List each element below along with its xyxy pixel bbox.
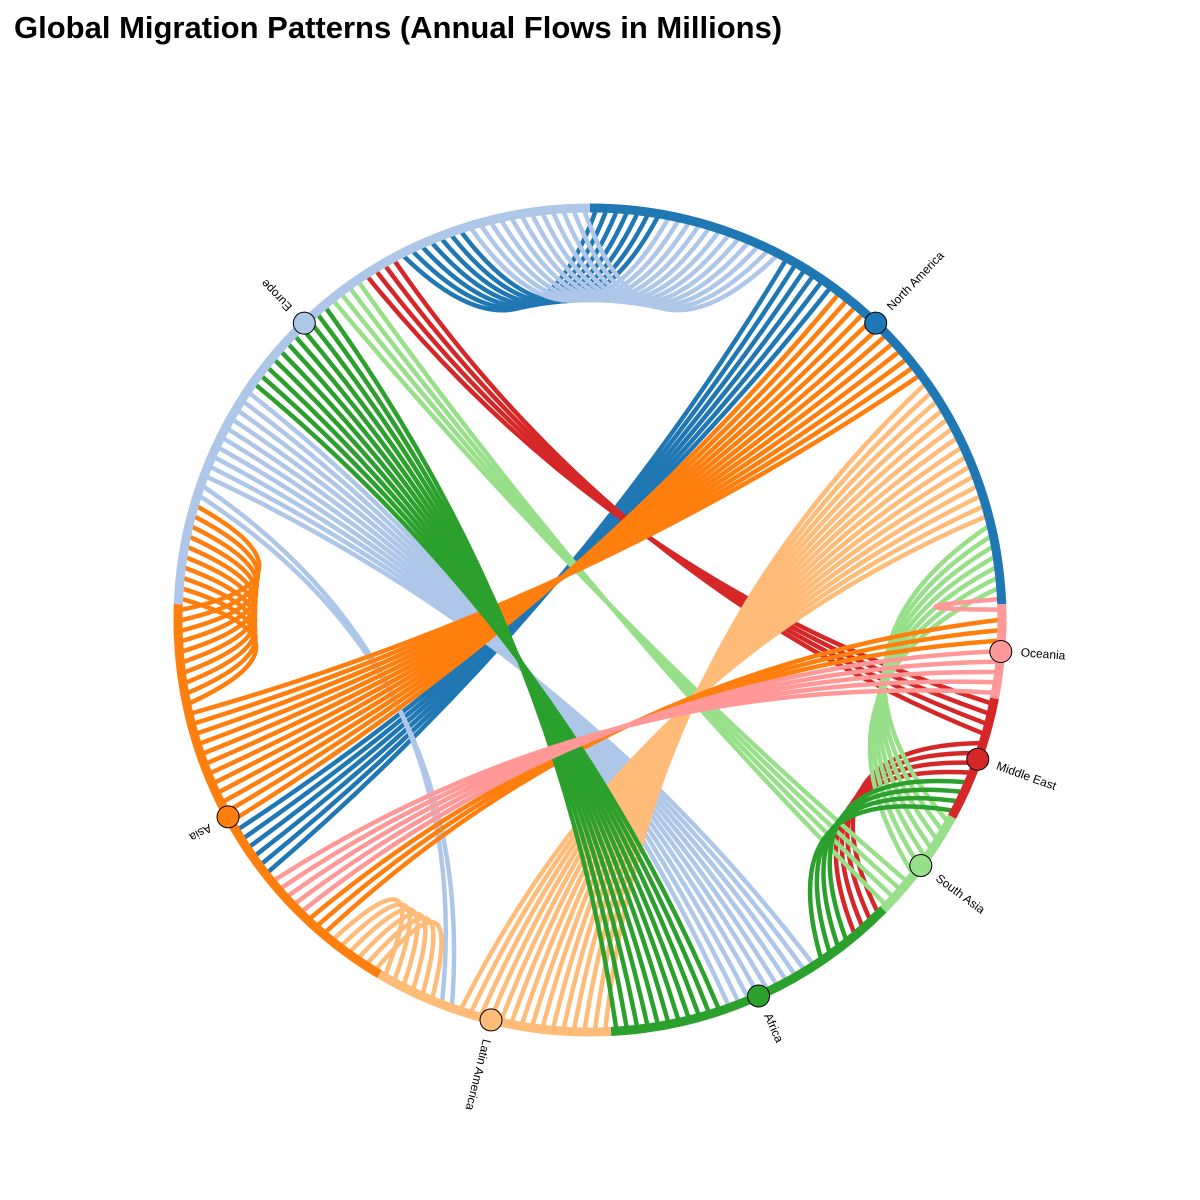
region-label: North America — [884, 248, 947, 313]
flow-strand-latin-america-to-asia — [341, 902, 412, 980]
chart-title: Global Migration Patterns (Annual Flows … — [14, 10, 783, 45]
region-label: Asia — [187, 821, 214, 845]
region-label: Oceania — [1020, 645, 1066, 662]
region-node-south-asia[interactable] — [909, 854, 933, 878]
flow-strand-asia-to-europe — [181, 504, 262, 612]
flow-strand-africa-to-europe — [324, 307, 619, 1028]
flow-strand-asia-to-north-america — [192, 374, 919, 716]
region-node-africa[interactable] — [747, 984, 771, 1008]
region-node-middle-east[interactable] — [966, 747, 990, 771]
region-label: Europe — [258, 276, 295, 314]
flow-strand-africa-to-middle-east — [807, 804, 952, 958]
region-label: South Asia — [933, 871, 988, 917]
flow-strand-latin-america-to-asia — [349, 907, 420, 985]
region-label: Africa — [761, 1011, 786, 1045]
region-node-latin-america[interactable] — [479, 1008, 503, 1032]
flow-strand-oceania-to-asia — [273, 688, 992, 882]
flow-strand-south-asia-to-north-america — [867, 586, 998, 873]
flow-strand-latin-america-to-asia — [366, 916, 436, 993]
flow-strand-oceania-to-north-america — [933, 596, 998, 612]
region-label: Latin America — [463, 1038, 494, 1112]
region-node-asia[interactable] — [216, 805, 240, 829]
region-node-north-america[interactable] — [864, 311, 888, 335]
flow-strand-europe-to-north-america — [582, 211, 778, 313]
flow-strand-latin-america-to-asia — [332, 897, 405, 975]
flow-strands — [181, 211, 999, 1029]
flow-strand-latin-america-to-asia — [357, 911, 428, 989]
region-node-europe[interactable] — [292, 311, 316, 335]
region-node-oceania[interactable] — [989, 640, 1013, 664]
region-label: Middle East — [994, 759, 1058, 794]
flow-strand-south-asia-to-europe — [357, 281, 886, 905]
